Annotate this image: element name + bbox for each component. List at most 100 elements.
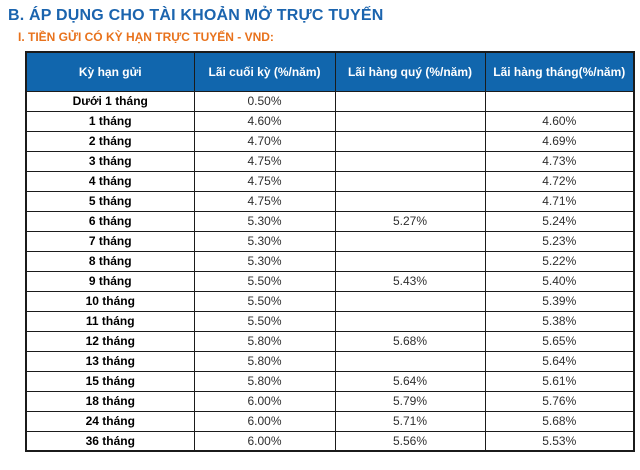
end-rate-cell: 5.30% [193,230,336,252]
header-row: Kỳ hạn gửi Lãi cuối kỳ (%/năm) Lãi hàng … [25,51,635,92]
table-row: 18 tháng 6.00% 5.79% 5.76% [25,390,635,412]
term-cell: 12 tháng [25,330,195,352]
monthly-rate-cell: 5.22% [484,250,635,272]
page-title: B. ÁP DỤNG CHO TÀI KHOẢN MỞ TRỰC TUYẾN [8,7,384,24]
quarterly-rate-cell [334,190,486,212]
table-row: Dưới 1 tháng 0.50% [25,90,635,112]
term-cell: 8 tháng [25,250,195,272]
monthly-rate-cell: 5.24% [484,210,635,232]
column-header-term: Kỳ hạn gửi [25,51,195,92]
monthly-rate-cell: 5.53% [484,430,635,452]
table-row: 8 tháng 5.30% 5.22% [25,250,635,272]
table-row: 5 tháng 4.75% 4.71% [25,190,635,212]
table-row: 4 tháng 4.75% 4.72% [25,170,635,192]
monthly-rate-cell: 4.60% [484,110,635,132]
term-cell: 6 tháng [25,210,195,232]
end-rate-cell: 5.50% [193,310,336,332]
end-rate-cell: 4.75% [193,190,336,212]
monthly-rate-cell [484,90,635,112]
quarterly-rate-cell: 5.71% [334,410,486,432]
quarterly-rate-cell [334,290,486,312]
term-cell: 2 tháng [25,130,195,152]
end-rate-cell: 4.75% [193,150,336,172]
quarterly-rate-cell [334,170,486,192]
rate-table-header: Kỳ hạn gửi Lãi cuối kỳ (%/năm) Lãi hàng … [25,51,635,92]
quarterly-rate-cell: 5.64% [334,370,486,392]
term-cell: 1 tháng [25,110,195,132]
rate-table-body: Dưới 1 tháng 0.50% 1 tháng 4.60% 4.60% 2… [25,90,635,452]
end-rate-cell: 6.00% [193,430,336,452]
table-row: 24 tháng 6.00% 5.71% 5.68% [25,410,635,432]
quarterly-rate-cell: 5.56% [334,430,486,452]
term-cell: 15 tháng [25,370,195,392]
quarterly-rate-cell [334,130,486,152]
term-cell: 11 tháng [25,310,195,332]
column-header-quarterly-rate: Lãi hàng quý (%/năm) [334,51,486,92]
monthly-rate-cell: 5.65% [484,330,635,352]
end-rate-cell: 4.75% [193,170,336,192]
table-row: 15 tháng 5.80% 5.64% 5.61% [25,370,635,392]
quarterly-rate-cell [334,350,486,372]
table-row: 3 tháng 4.75% 4.73% [25,150,635,172]
quarterly-rate-cell: 5.27% [334,210,486,232]
quarterly-rate-cell [334,310,486,332]
table-row: 36 tháng 6.00% 5.56% 5.53% [25,430,635,452]
term-cell: 7 tháng [25,230,195,252]
end-rate-cell: 5.80% [193,330,336,352]
table-row: 13 tháng 5.80% 5.64% [25,350,635,372]
term-cell: 18 tháng [25,390,195,412]
quarterly-rate-cell [334,230,486,252]
end-rate-cell: 5.50% [193,270,336,292]
end-rate-cell: 5.80% [193,350,336,372]
table-row: 11 tháng 5.50% 5.38% [25,310,635,332]
term-cell: 5 tháng [25,190,195,212]
term-cell: 24 tháng [25,410,195,432]
monthly-rate-cell: 5.61% [484,370,635,392]
end-rate-cell: 5.30% [193,250,336,272]
term-cell: 36 tháng [25,430,195,452]
end-rate-cell: 6.00% [193,410,336,432]
monthly-rate-cell: 4.72% [484,170,635,192]
quarterly-rate-cell: 5.68% [334,330,486,352]
column-header-end-of-term-rate: Lãi cuối kỳ (%/năm) [193,51,336,92]
end-rate-cell: 5.80% [193,370,336,392]
quarterly-rate-cell [334,250,486,272]
end-rate-cell: 6.00% [193,390,336,412]
end-rate-cell: 4.70% [193,130,336,152]
end-rate-cell: 4.60% [193,110,336,132]
monthly-rate-cell: 4.69% [484,130,635,152]
monthly-rate-cell: 5.68% [484,410,635,432]
section-subtitle: I. TIỀN GỬI CÓ KỲ HẠN TRỰC TUYẾN - VND: [18,30,274,44]
table-row: 12 tháng 5.80% 5.68% 5.65% [25,330,635,352]
term-cell: 9 tháng [25,270,195,292]
monthly-rate-cell: 4.73% [484,150,635,172]
term-cell: 13 tháng [25,350,195,372]
quarterly-rate-cell [334,150,486,172]
quarterly-rate-cell: 5.79% [334,390,486,412]
quarterly-rate-cell [334,110,486,132]
monthly-rate-cell: 5.40% [484,270,635,292]
end-rate-cell: 5.50% [193,290,336,312]
quarterly-rate-cell [334,90,486,112]
table-row: 2 tháng 4.70% 4.69% [25,130,635,152]
monthly-rate-cell: 5.64% [484,350,635,372]
term-cell: 3 tháng [25,150,195,172]
monthly-rate-cell: 4.71% [484,190,635,212]
rate-table: Kỳ hạn gửi Lãi cuối kỳ (%/năm) Lãi hàng … [25,51,635,452]
table-row: 6 tháng 5.30% 5.27% 5.24% [25,210,635,232]
term-cell: 4 tháng [25,170,195,192]
end-rate-cell: 5.30% [193,210,336,232]
table-row: 1 tháng 4.60% 4.60% [25,110,635,132]
column-header-monthly-rate: Lãi hàng tháng(%/năm) [484,51,635,92]
end-rate-cell: 0.50% [193,90,336,112]
quarterly-rate-cell: 5.43% [334,270,486,292]
monthly-rate-cell: 5.38% [484,310,635,332]
monthly-rate-cell: 5.23% [484,230,635,252]
monthly-rate-cell: 5.39% [484,290,635,312]
term-cell: 10 tháng [25,290,195,312]
term-cell: Dưới 1 tháng [25,90,195,112]
table-row: 10 tháng 5.50% 5.39% [25,290,635,312]
table-row: 7 tháng 5.30% 5.23% [25,230,635,252]
table-row: 9 tháng 5.50% 5.43% 5.40% [25,270,635,292]
monthly-rate-cell: 5.76% [484,390,635,412]
